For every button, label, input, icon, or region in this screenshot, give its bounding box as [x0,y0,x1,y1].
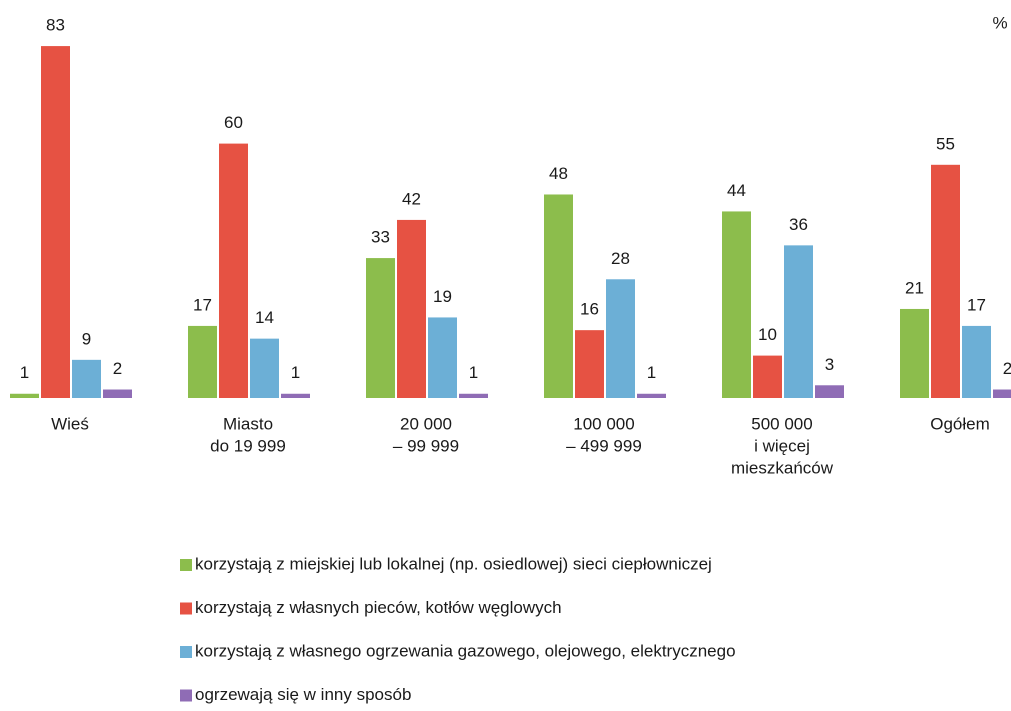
bar [219,143,248,398]
legend-label: korzystają z własnych pieców, kotłów węg… [195,598,562,617]
bar [250,338,279,398]
bar [10,393,39,398]
x-tick-label: Ogółem [930,414,990,433]
value-label: 1 [647,363,656,382]
x-tick-label: Wieś [51,414,89,433]
bar [575,330,604,398]
value-label: 36 [789,215,808,234]
value-label: 83 [46,16,65,35]
bar [931,164,960,398]
value-label: 60 [224,113,243,132]
value-label: 2 [1003,359,1011,378]
x-tick-label: – 499 999 [566,436,642,455]
x-tick-label: 100 000 [573,414,634,433]
bar [962,325,991,398]
value-label: 17 [967,295,986,314]
x-tick-label: mieszkańców [731,458,834,477]
x-tick-label: – 99 999 [393,436,459,455]
value-label: 33 [371,228,390,247]
bar [606,279,635,398]
value-label: 1 [469,363,478,382]
value-label: 1 [20,363,29,382]
x-tick-label: 20 000 [400,414,452,433]
legend-swatch [180,689,192,702]
value-label: 19 [433,287,452,306]
legend-swatch [180,646,192,658]
value-label: 16 [580,300,599,319]
bar [366,258,395,398]
value-label: 28 [611,249,630,268]
unit-label: % [992,13,1007,32]
legend-swatch [180,559,192,571]
bar [188,325,217,398]
bar [428,317,457,398]
bar [993,389,1011,398]
bar [72,359,101,398]
bar [544,194,573,398]
value-label: 55 [936,134,955,153]
x-tick-label: 500 000 [751,414,812,433]
legend-swatch [180,602,192,615]
bar [637,393,666,398]
bar [722,211,751,398]
value-label: 1 [291,363,300,382]
x-tick-label: i więcej [754,436,810,455]
bar [103,389,132,398]
x-tick-label: Miasto [223,414,273,433]
bar [281,393,310,398]
value-label: 2 [113,359,122,378]
value-label: 9 [82,329,91,348]
value-label: 42 [402,189,421,208]
value-label: 17 [193,295,212,314]
legend-label: ogrzewają się w inny sposób [195,685,411,704]
bar [397,219,426,398]
value-label: 14 [255,308,274,327]
value-label: 48 [549,164,568,183]
value-label: 21 [905,278,924,297]
legend-label: korzystają z własnego ogrzewania gazoweg… [195,641,736,660]
bar [459,393,488,398]
bar [815,385,844,398]
value-label: 44 [727,181,746,200]
bar [753,355,782,398]
bar [900,308,929,398]
value-label: 10 [758,325,777,344]
bar [41,46,70,399]
legend-label: korzystają z miejskiej lub lokalnej (np.… [195,554,712,573]
x-tick-label: do 19 999 [210,436,286,455]
bar [784,245,813,398]
value-label: 3 [825,355,834,374]
